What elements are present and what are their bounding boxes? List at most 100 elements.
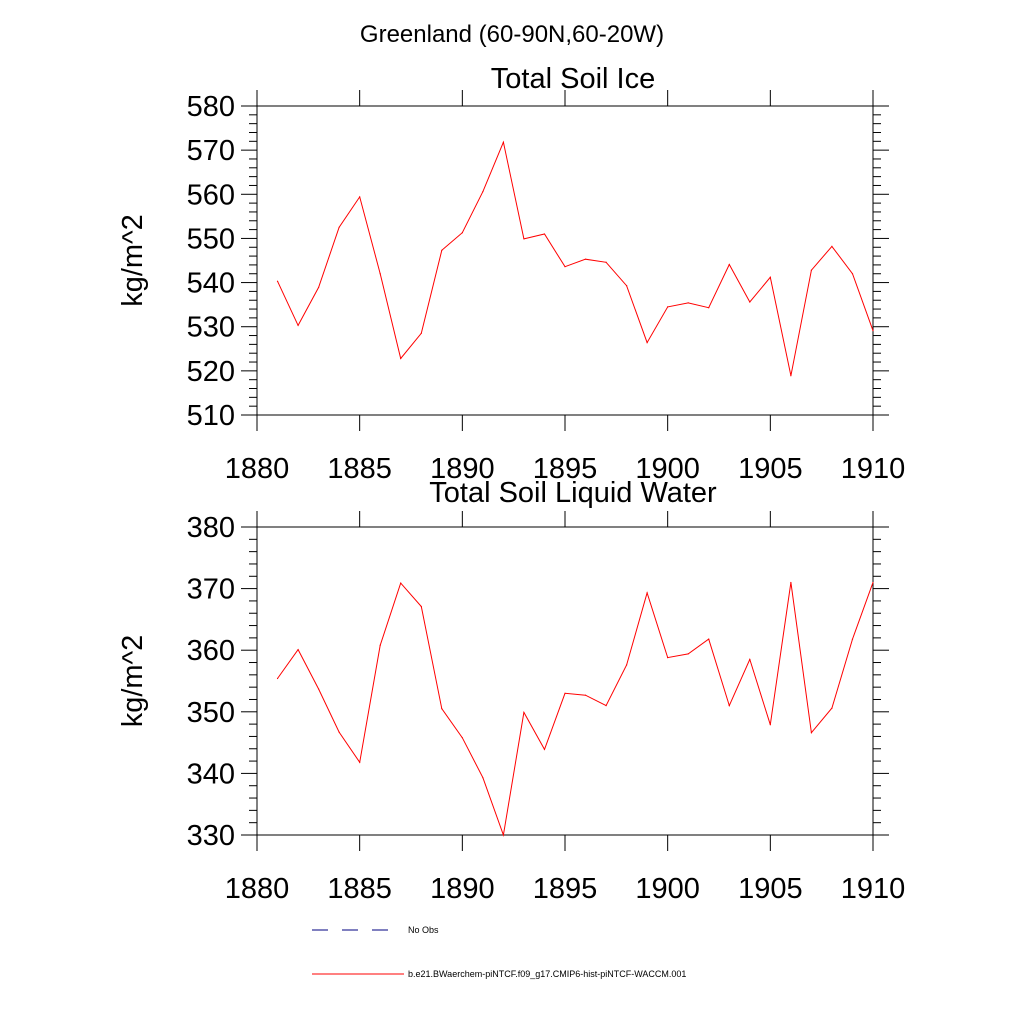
- y-axis-label: kg/m^2: [117, 635, 149, 728]
- data-point: [584, 258, 587, 260]
- data-point: [276, 280, 279, 282]
- data-point: [687, 302, 689, 304]
- data-point: [543, 233, 546, 235]
- data-point: [790, 375, 792, 377]
- data-point: [769, 276, 771, 278]
- data-point: [810, 732, 813, 734]
- data-point: [441, 708, 443, 710]
- data-point: [872, 581, 874, 584]
- data-point: [646, 342, 648, 344]
- data-point: [728, 263, 730, 266]
- x-tick-label: 1890: [430, 453, 495, 485]
- data-point: [276, 677, 279, 680]
- series-line: [277, 582, 874, 837]
- data-point: [667, 656, 669, 659]
- data-point: [626, 664, 628, 666]
- data-point: [708, 307, 710, 309]
- data-point: [831, 245, 833, 247]
- data-point: [482, 191, 484, 193]
- data-point: [420, 332, 422, 334]
- data-point: [523, 711, 525, 714]
- x-tick-label: 1885: [327, 453, 392, 485]
- data-point: [564, 692, 566, 694]
- data-point: [420, 605, 422, 608]
- data-point: [379, 644, 381, 646]
- y-axis-label: kg/m^2: [117, 214, 149, 307]
- x-tick-label: 1910: [841, 873, 906, 905]
- data-point: [318, 286, 320, 289]
- y-tick-label: 360: [187, 635, 235, 667]
- panel-title: Total Soil Liquid Water: [429, 477, 717, 509]
- data-point: [400, 357, 402, 360]
- data-point: [728, 705, 730, 707]
- data-point: [379, 273, 381, 275]
- x-tick-label: 1910: [841, 453, 906, 485]
- y-tick-label: 330: [187, 820, 235, 852]
- data-point: [708, 638, 710, 640]
- data-point: [790, 581, 792, 584]
- legend-label-no-obs: No Obs: [408, 925, 439, 935]
- y-tick-label: 340: [187, 758, 235, 790]
- y-tick-label: 580: [187, 91, 235, 123]
- data-point: [605, 705, 607, 707]
- x-tick-label: 1900: [635, 873, 700, 905]
- data-point: [851, 273, 854, 275]
- data-point: [338, 731, 340, 733]
- data-point: [667, 306, 669, 308]
- data-point: [851, 638, 854, 640]
- x-tick-label: 1905: [738, 453, 803, 485]
- data-point: [297, 648, 299, 651]
- data-point: [359, 196, 361, 198]
- x-tick-label: 1880: [225, 453, 290, 485]
- data-point: [626, 285, 628, 287]
- y-tick-label: 560: [187, 179, 235, 211]
- y-tick-label: 350: [187, 697, 235, 729]
- data-point: [359, 761, 361, 763]
- data-point: [338, 226, 340, 228]
- data-point: [502, 141, 504, 143]
- y-tick-label: 370: [187, 574, 235, 606]
- data-point: [564, 266, 566, 268]
- data-point: [749, 658, 751, 661]
- x-tick-label: 1880: [225, 873, 290, 905]
- y-tick-label: 540: [187, 268, 235, 300]
- series-line: [277, 140, 874, 376]
- y-tick-label: 380: [187, 512, 235, 544]
- data-point: [810, 269, 813, 271]
- data-point: [502, 834, 504, 836]
- legend-label-series: b.e21.BWaerchem-piNTCF.f09_g17.CMIP6-his…: [408, 969, 686, 979]
- panel-total-soil-ice: Total Soil Ice 510 520 530 540 550 560 570 580 18…: [117, 63, 905, 485]
- x-tick-label: 1895: [533, 873, 598, 905]
- data-point: [605, 261, 607, 263]
- data-point: [461, 232, 463, 234]
- x-tick-label: 1895: [533, 453, 598, 485]
- data-point: [318, 688, 320, 690]
- x-tick-label: 1905: [738, 873, 803, 905]
- data-point: [831, 707, 833, 709]
- x-tick-label: 1885: [327, 873, 392, 905]
- plot-frame: [256, 105, 874, 416]
- data-point: [297, 324, 299, 326]
- figure-title: Greenland (60-90N,60-20W): [360, 21, 664, 48]
- y-tick-label: 570: [187, 135, 235, 167]
- data-point: [646, 592, 648, 594]
- data-point: [543, 748, 546, 750]
- x-tick-label: 1900: [635, 453, 700, 485]
- data-point: [461, 737, 463, 739]
- data-point: [769, 724, 771, 726]
- panel-total-soil-liquid-water: Total Soil Liquid Water 330 340 350 360 370 38…: [117, 477, 905, 905]
- data-point: [441, 249, 443, 251]
- data-point: [523, 238, 525, 240]
- x-tick-label: 1890: [430, 873, 495, 905]
- y-tick-label: 530: [187, 312, 235, 344]
- data-point: [749, 301, 751, 303]
- panel-title: Total Soil Ice: [491, 63, 655, 95]
- data-point: [584, 694, 587, 696]
- data-point: [687, 653, 689, 655]
- y-tick-label: 520: [187, 356, 235, 388]
- plot-frame: [256, 526, 874, 836]
- data-point: [872, 330, 874, 332]
- y-tick-label: 550: [187, 223, 235, 255]
